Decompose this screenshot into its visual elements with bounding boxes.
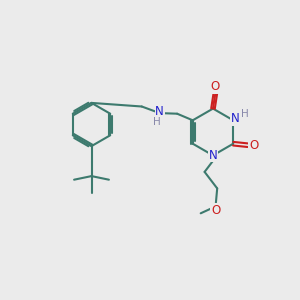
- Text: N: N: [155, 105, 164, 118]
- Text: O: O: [211, 204, 220, 217]
- Text: O: O: [249, 139, 258, 152]
- Text: N: N: [230, 112, 239, 125]
- Text: H: H: [241, 109, 248, 119]
- Text: O: O: [211, 80, 220, 94]
- Text: H: H: [154, 117, 161, 127]
- Text: N: N: [208, 149, 217, 162]
